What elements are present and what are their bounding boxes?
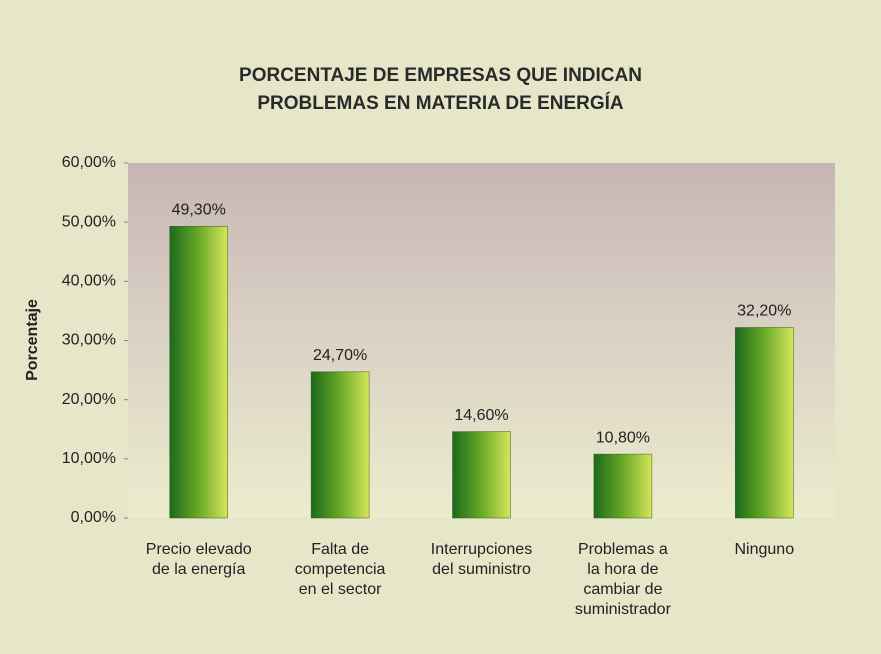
bar <box>169 226 228 519</box>
y-tick-label: 0,00% <box>71 509 116 526</box>
data-label: 10,80% <box>596 429 650 446</box>
bar <box>735 327 794 519</box>
y-axis-label: Porcentaje <box>24 299 41 381</box>
data-label: 49,30% <box>172 202 226 219</box>
x-tick-label: Ninguno <box>734 541 795 558</box>
y-tick-label: 50,00% <box>62 213 116 230</box>
data-label: 14,60% <box>454 407 508 424</box>
y-tick-label: 20,00% <box>62 391 116 408</box>
y-tick-label: 60,00% <box>62 154 116 171</box>
y-tick-label: 10,00% <box>62 450 116 467</box>
x-tick-label: Falta de competencia en el sector <box>294 541 386 598</box>
x-tick-label: Precio elevado de la energía <box>145 541 252 578</box>
bar <box>310 371 370 519</box>
data-label: 32,20% <box>737 303 791 320</box>
y-tick-label: 40,00% <box>62 273 116 290</box>
bar <box>452 431 511 519</box>
data-label: 24,70% <box>313 347 367 364</box>
x-tick-label: Problemas a la hora de cambiar de sumini… <box>574 541 671 618</box>
bar <box>593 453 653 519</box>
chart-title: PORCENTAJE DE EMPRESAS QUE INDICAN PROBL… <box>239 65 642 114</box>
y-tick-label: 30,00% <box>62 332 116 349</box>
x-tick-label: Interrupciones del suministro <box>430 541 533 578</box>
